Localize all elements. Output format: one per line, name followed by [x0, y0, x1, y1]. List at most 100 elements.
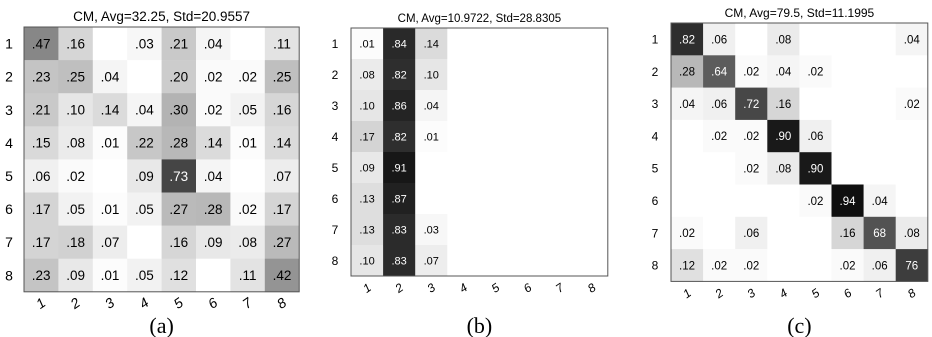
matrix-cell	[415, 245, 448, 277]
matrix-cell	[351, 28, 384, 60]
cell-value: .82	[392, 131, 407, 143]
column-label: 8	[585, 280, 599, 295]
matrix-cell	[543, 90, 576, 122]
matrix-cell	[230, 126, 266, 160]
matrix-cell	[196, 159, 231, 193]
row-label: 4	[332, 130, 339, 144]
matrix-cell	[863, 249, 896, 282]
cell-value: .01	[101, 202, 120, 217]
cell-value: .82	[392, 69, 407, 81]
matrix-cell	[264, 225, 300, 259]
matrix-cell	[127, 225, 162, 259]
matrix-cell	[447, 152, 480, 184]
matrix-cell	[895, 119, 929, 153]
cell-value: .87	[392, 193, 407, 205]
matrix-cell	[703, 184, 736, 218]
cell-value: .16	[169, 235, 188, 250]
cell-value: .28	[679, 67, 695, 79]
matrix-cell	[92, 159, 128, 193]
matrix-cell	[383, 152, 416, 184]
matrix-cell	[511, 28, 544, 60]
column-label: 3	[744, 286, 758, 301]
matrix-cell	[161, 258, 197, 293]
matrix-cell	[230, 60, 266, 94]
matrix-cell	[479, 28, 512, 60]
column-label: 8	[905, 286, 919, 301]
matrix-cell	[511, 152, 544, 184]
cell-value: .25	[273, 70, 292, 85]
matrix-cell	[230, 258, 266, 293]
matrix-cell	[58, 126, 94, 160]
row-label: 2	[332, 68, 339, 82]
cell-value: .13	[359, 224, 374, 236]
cell-value: .02	[743, 131, 759, 143]
matrix-cell	[575, 121, 609, 153]
matrix-cell	[511, 121, 544, 153]
cell-value: .08	[775, 163, 791, 175]
cell-value: .06	[807, 131, 823, 143]
matrix-cell	[351, 183, 384, 215]
matrix-cell	[575, 214, 609, 246]
matrix-cell	[767, 216, 800, 250]
matrix-cell	[447, 121, 480, 153]
matrix-cell	[703, 152, 736, 185]
row-label: 2	[652, 65, 659, 79]
matrix-cell	[383, 245, 416, 277]
matrix-cell	[895, 184, 929, 218]
matrix-cell	[415, 183, 448, 215]
cell-value: .05	[135, 202, 154, 217]
matrix-cell	[671, 249, 704, 282]
cell-value: .06	[32, 169, 51, 184]
matrix-cell	[511, 183, 544, 215]
row-label: 7	[652, 226, 659, 240]
matrix-cell	[58, 258, 94, 293]
cell-value: .42	[273, 268, 292, 283]
cell-value: .82	[679, 34, 695, 46]
cell-value: .02	[711, 260, 727, 272]
cell-value: .06	[711, 34, 727, 46]
cell-value: .02	[904, 99, 920, 111]
matrix-cell	[703, 249, 736, 282]
matrix-cell	[799, 216, 832, 250]
cell-value: .09	[359, 162, 374, 174]
cell-value: .27	[169, 202, 188, 217]
matrix-cell	[543, 183, 576, 215]
row-label: 4	[652, 129, 659, 143]
cell-value: .02	[238, 70, 257, 85]
matrix-cell	[863, 55, 896, 88]
matrix-cell	[863, 184, 896, 218]
column-label: 4	[777, 286, 791, 301]
cell-value: .64	[711, 67, 728, 79]
matrix-cell	[479, 152, 512, 184]
matrix-cell	[196, 225, 231, 259]
matrix-cell	[127, 93, 162, 127]
matrix-cell	[735, 55, 768, 88]
column-label: 7	[873, 285, 888, 301]
matrix-cell	[127, 192, 162, 226]
matrix-cell	[264, 60, 300, 94]
row-label: 4	[5, 135, 13, 151]
cell-value: .06	[711, 99, 727, 111]
matrix-cell	[58, 225, 94, 259]
matrix-cell	[575, 183, 609, 215]
column-label: 1	[33, 294, 49, 312]
cell-value: .04	[204, 36, 223, 51]
cell-value: .86	[392, 100, 407, 112]
row-label: 1	[332, 37, 339, 51]
matrix-cell	[383, 90, 416, 122]
matrix-cell	[92, 60, 128, 94]
cell-value: .07	[101, 235, 120, 250]
matrix-cell	[767, 249, 800, 282]
cell-value: .14	[101, 103, 120, 118]
cell-value: .02	[204, 70, 223, 85]
cell-value: .21	[169, 36, 188, 51]
matrix-cell	[383, 183, 416, 215]
column-label: 2	[712, 286, 727, 302]
matrix-cell	[831, 55, 864, 88]
row-label: 3	[332, 99, 339, 113]
matrix-cell	[447, 28, 480, 60]
matrix-cell	[127, 27, 162, 61]
matrix-cell	[895, 249, 929, 282]
matrix-cell	[92, 27, 128, 61]
cell-value: .07	[424, 255, 439, 267]
